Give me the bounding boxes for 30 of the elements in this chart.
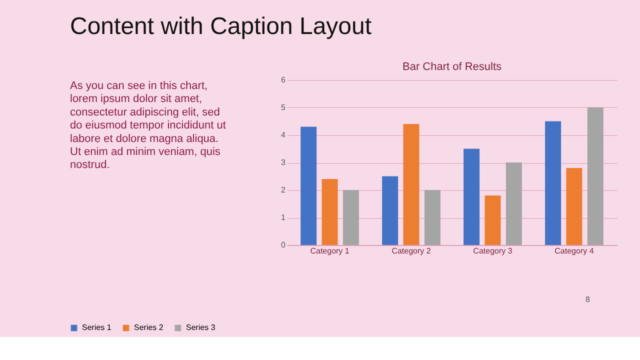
y-tick-label: 4 <box>281 130 286 140</box>
chart-title: Bar Chart of Results <box>402 61 502 73</box>
bar <box>484 196 501 245</box>
legend-label: Series 1 <box>82 323 112 332</box>
legend-label: Series 2 <box>134 323 164 332</box>
x-tick-label: Category 2 <box>392 246 432 256</box>
bar <box>342 190 359 245</box>
x-tick-label: Category 1 <box>310 246 350 256</box>
y-tick-label: 3 <box>281 158 286 167</box>
legend-label: Series 3 <box>186 323 216 332</box>
bar <box>545 121 562 245</box>
y-tick-label: 0 <box>281 240 286 250</box>
y-tick-label: 1 <box>281 213 286 222</box>
bar <box>382 176 398 245</box>
y-tick-label: 6 <box>281 76 286 84</box>
x-tick-label: Category 4 <box>554 246 594 256</box>
bar <box>587 108 604 245</box>
bar <box>424 190 440 245</box>
text: As you can see in this chart, lorem ipsum dolor sit amet, consectetur adipiscing elit, sed do eiusmod tempor incididunt ut labore et dolore magna aliqua. Ut enim ad minim veniam, quis nostrud. <box>70 80 226 172</box>
y-tick-label: 2 <box>281 186 286 194</box>
bar <box>322 179 338 245</box>
text: 8 <box>586 295 591 304</box>
text: Content with Caption Layout <box>70 13 372 40</box>
bar <box>464 148 480 245</box>
bar <box>300 126 317 245</box>
x-tick-label: Category 3 <box>473 246 513 256</box>
bar <box>506 162 522 245</box>
bar <box>403 124 420 245</box>
y-tick-label: 5 <box>281 103 286 112</box>
bar <box>566 168 582 245</box>
